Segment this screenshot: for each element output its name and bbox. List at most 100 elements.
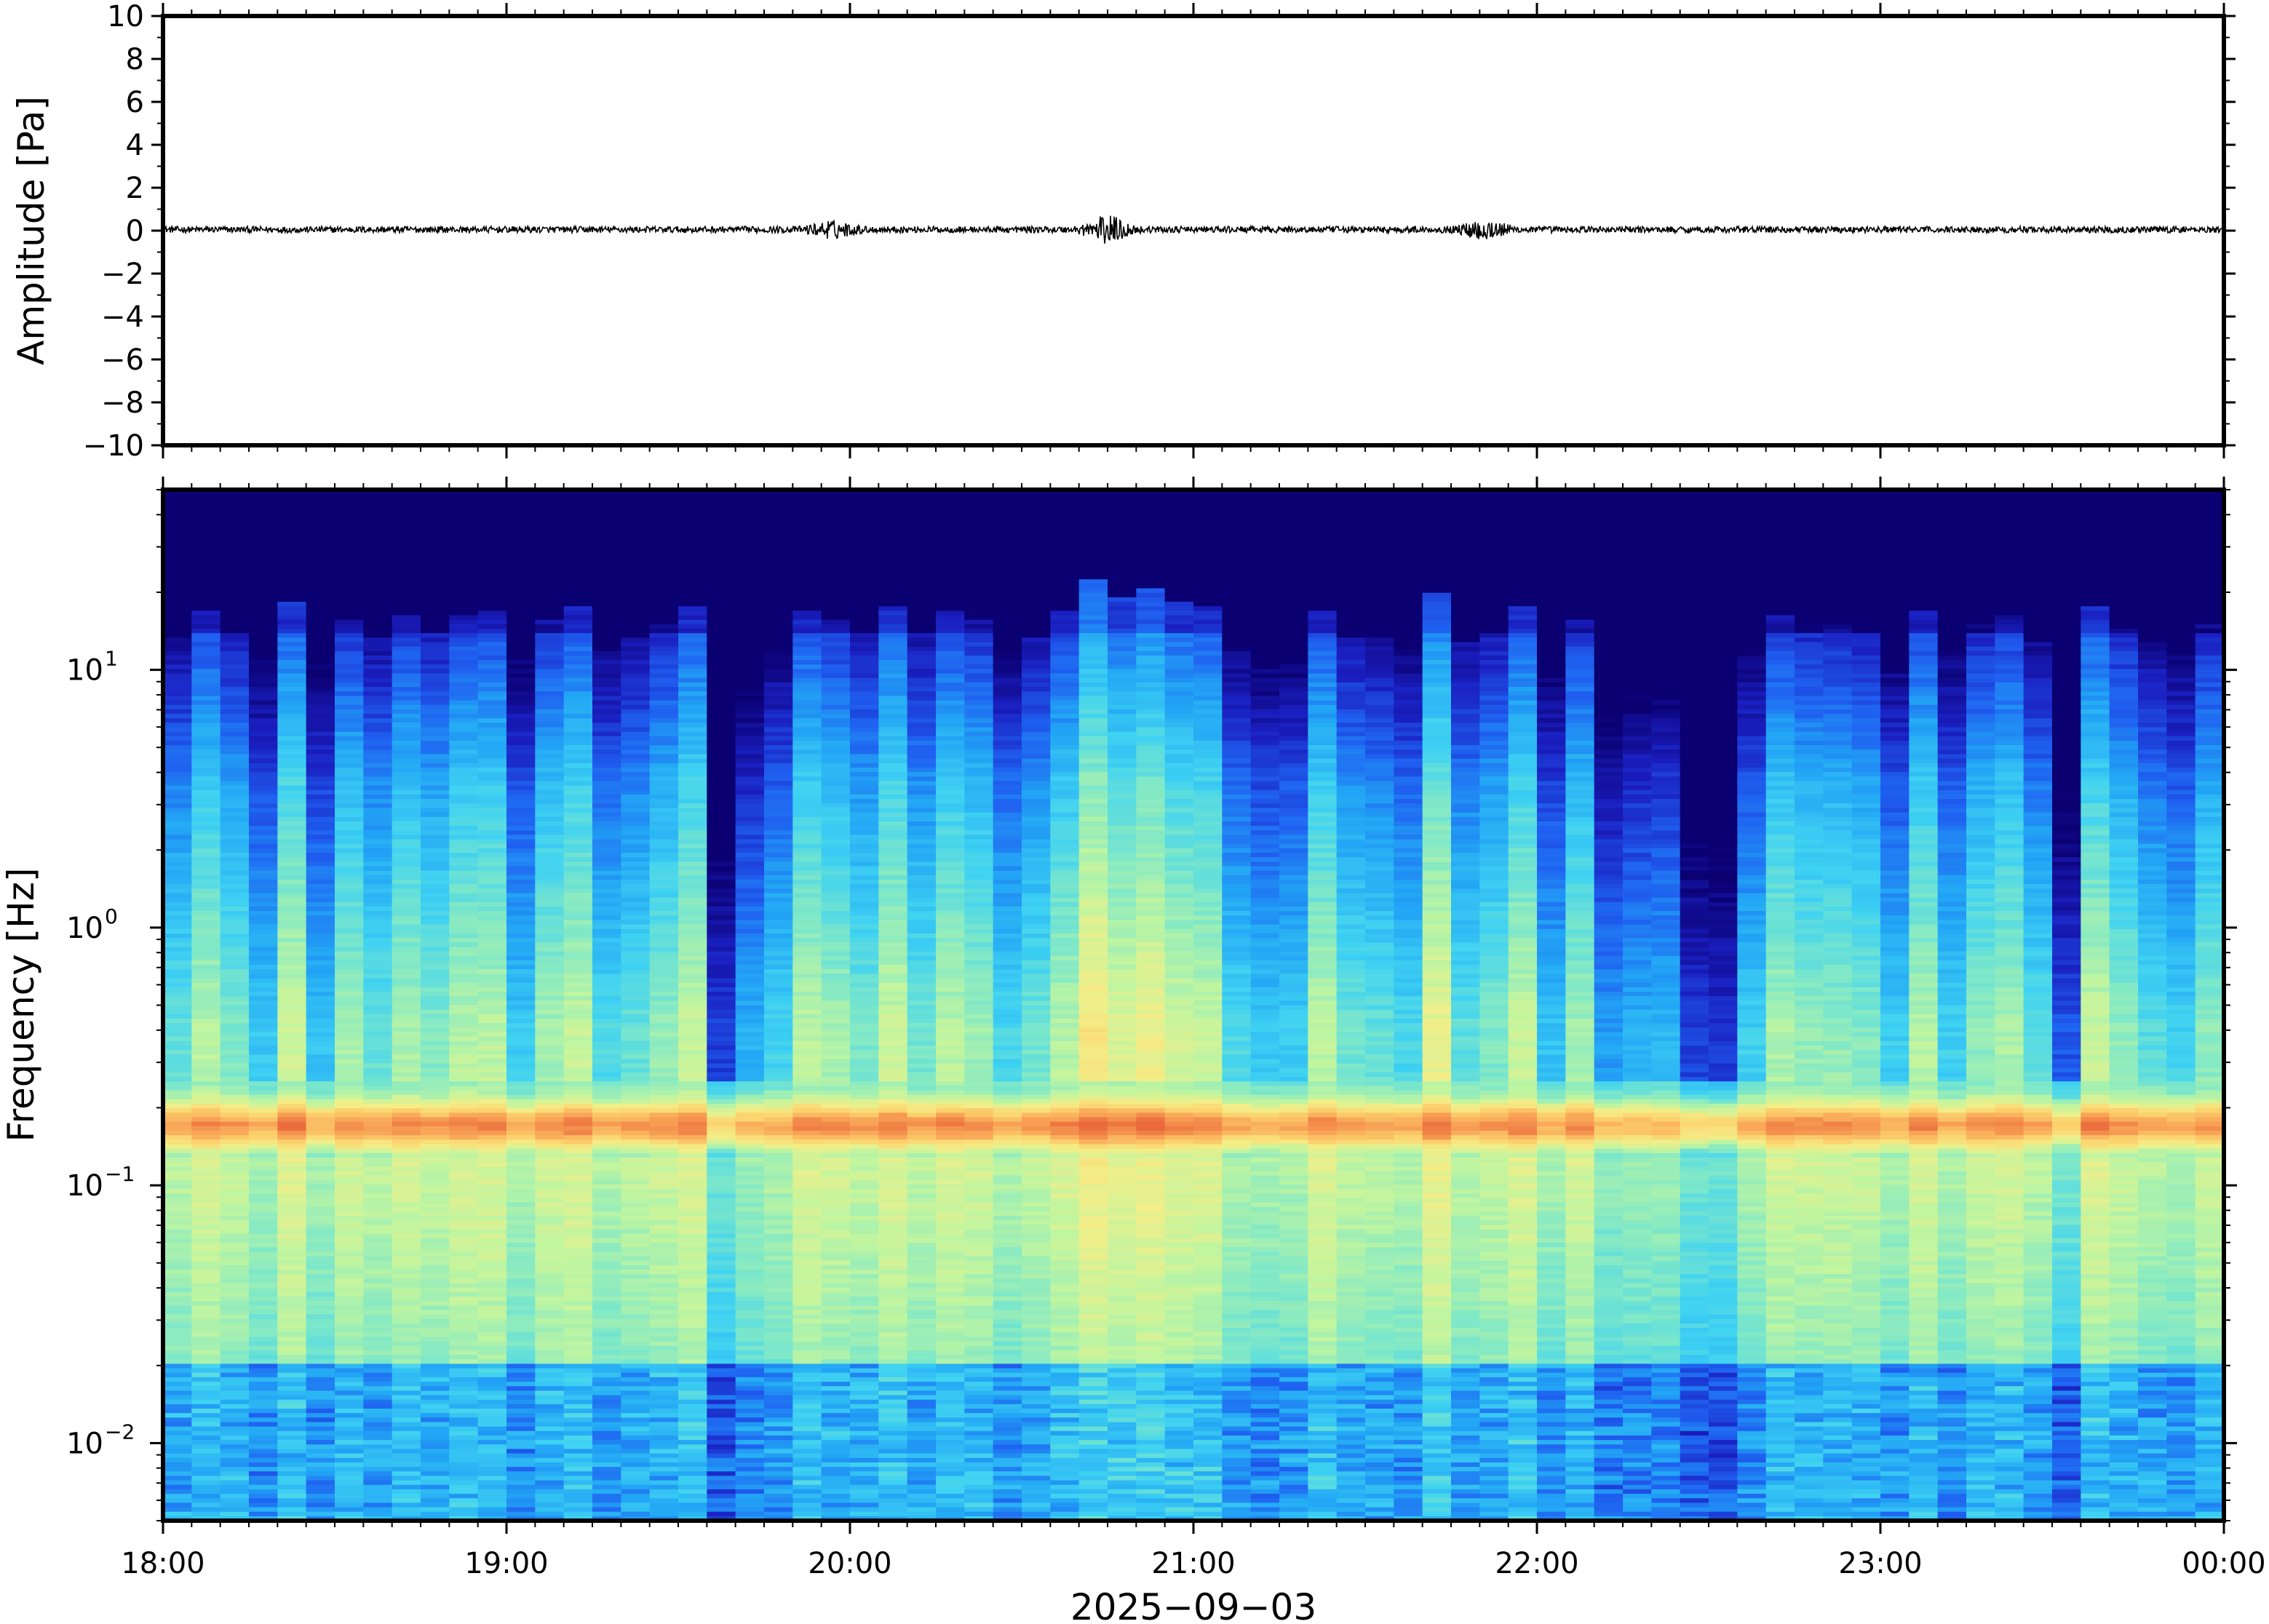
spectrogram-cell — [449, 1121, 479, 1127]
spectrogram-cell — [421, 1364, 450, 1369]
spectrogram-cell — [392, 1390, 421, 1396]
spectrogram-cell — [563, 808, 593, 813]
spectrogram-cell — [678, 637, 707, 643]
spectrogram-cell — [707, 1005, 736, 1011]
spectrogram-cell — [592, 615, 621, 621]
spectrogram-cell — [506, 718, 536, 723]
spectrogram-cell — [621, 955, 651, 961]
spectrogram-cell — [592, 1274, 621, 1279]
spectrogram-cell — [363, 1301, 393, 1306]
spectrogram-cell — [163, 525, 192, 531]
spectrogram-cell — [191, 808, 221, 813]
spectrogram-cell — [191, 543, 221, 549]
spectrogram-cell — [678, 893, 707, 899]
spectrogram-cell — [649, 1278, 679, 1284]
spectrogram-cell — [592, 1278, 621, 1284]
spectrogram-cell — [277, 548, 307, 553]
spectrogram-cell — [191, 1229, 221, 1235]
spectrogram-cell — [220, 1444, 250, 1450]
spectrogram-cell — [277, 1216, 307, 1221]
spectrogram-cell — [249, 1440, 278, 1445]
spectrogram-cell — [449, 826, 479, 831]
spectrogram-cell — [563, 727, 593, 733]
spectrogram-cell — [449, 727, 479, 733]
spectrogram-cell — [306, 906, 335, 912]
spectrogram-cell — [335, 875, 364, 880]
spectrogram-cell — [735, 947, 765, 952]
spectrogram-cell — [421, 982, 450, 988]
spectrogram-cell — [477, 1135, 507, 1140]
spectrogram-cell — [621, 731, 651, 737]
spectrogram-cell — [335, 1355, 364, 1360]
spectrogram-cell — [707, 1144, 736, 1150]
spectrogram-cell — [220, 642, 250, 648]
spectrogram-cell — [707, 1117, 736, 1123]
spectrogram-cell — [421, 682, 450, 688]
spectrogram-cell — [220, 655, 250, 661]
spectrogram-cell — [363, 870, 393, 876]
spectrogram-cell — [421, 781, 450, 787]
spectrogram-cell — [735, 888, 765, 894]
spectrogram-cell — [707, 1018, 736, 1024]
spectrogram-cell — [707, 628, 736, 634]
spectrogram-cell — [306, 691, 335, 696]
spectrogram-cell — [191, 848, 221, 853]
spectrogram-cell — [249, 942, 278, 948]
spectrogram-cell — [563, 1314, 593, 1320]
spectrogram-cell — [335, 772, 364, 777]
spectrogram-cell — [621, 1390, 651, 1396]
spectrogram-cell — [735, 637, 765, 643]
spectrogram-cell — [506, 619, 536, 625]
spectrogram-cell — [392, 561, 421, 567]
spectrogram-cell — [163, 1086, 192, 1091]
spectrogram-cell — [707, 880, 736, 885]
spectrogram-cell — [163, 1332, 192, 1337]
spectrogram-cell — [592, 745, 621, 750]
spectrogram-cell — [678, 848, 707, 853]
spectrogram-cell — [678, 1099, 707, 1104]
spectrogram-cell — [535, 1112, 565, 1118]
spectrogram-cell — [449, 637, 479, 643]
spectrogram-cell — [335, 615, 364, 621]
spectrogram-cell — [592, 875, 621, 880]
spectrogram-cell — [506, 906, 536, 912]
spectrogram-cell — [535, 1435, 565, 1441]
spectrogram-cell — [592, 1086, 621, 1091]
spectrogram-cell — [163, 982, 192, 988]
spectrogram-cell — [535, 1305, 565, 1311]
spectrogram-cell — [592, 843, 621, 849]
spectrogram-cell — [335, 1256, 364, 1262]
spectrogram-cell — [220, 1009, 250, 1015]
spectrogram-cell — [678, 714, 707, 719]
spectrogram-cell — [191, 494, 221, 499]
spectrogram-cell — [335, 1108, 364, 1113]
spectrogram-cell — [535, 933, 565, 939]
spectrogram-cell — [335, 1435, 364, 1441]
spectrogram-cell — [678, 579, 707, 584]
spectrogram-cell — [277, 1440, 307, 1445]
spectrogram-cell — [306, 718, 335, 723]
spectrogram-cell — [421, 1000, 450, 1006]
spectrogram-cell — [306, 1467, 335, 1472]
spectrogram-cell — [735, 893, 765, 899]
spectrogram-cell — [277, 1063, 307, 1069]
spectrogram-cell — [592, 530, 621, 536]
spectrogram-cell — [477, 1467, 507, 1472]
spectrogram-cell — [277, 1139, 307, 1145]
spectrogram-cell — [735, 1287, 765, 1293]
spectrogram-cell — [621, 924, 651, 930]
spectrogram-cell — [707, 1435, 736, 1441]
spectrogram-cell — [649, 615, 679, 621]
spectrogram-cell — [335, 1166, 364, 1172]
spectrogram-cell — [563, 794, 593, 800]
spectrogram-cell — [277, 731, 307, 737]
spectrogram-cell — [163, 1462, 192, 1468]
spectrogram-cell — [306, 1014, 335, 1019]
spectrogram-cell — [220, 1395, 250, 1401]
spectrogram-cell — [306, 915, 335, 921]
spectrogram-cell — [363, 843, 393, 849]
spectrogram-cell — [220, 772, 250, 777]
spectrogram-cell — [707, 1108, 736, 1113]
spectrogram-cell — [477, 1301, 507, 1306]
spectrogram-cell — [306, 490, 335, 495]
